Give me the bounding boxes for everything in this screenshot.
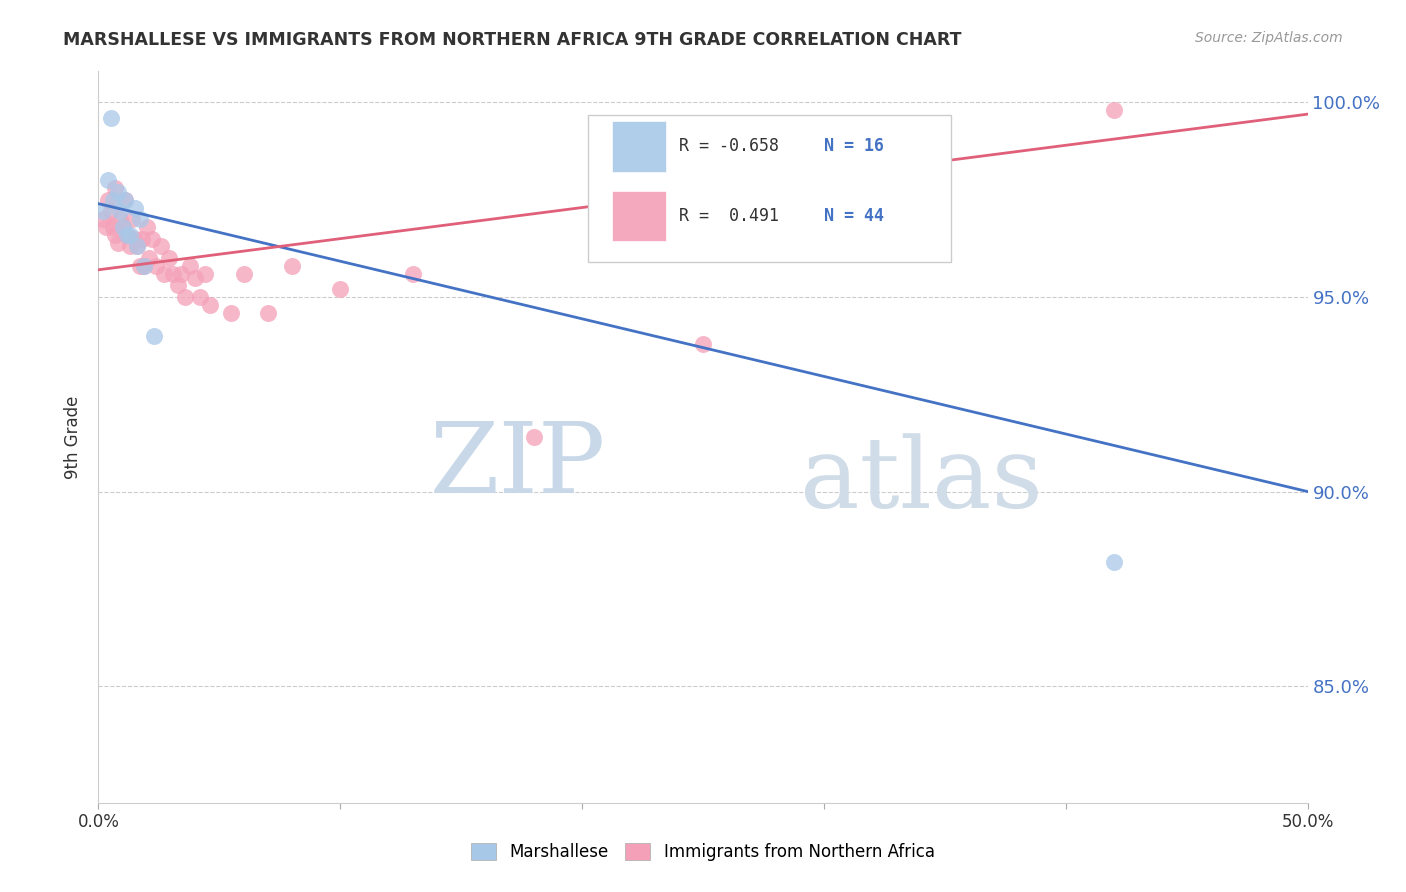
Point bbox=[117, 227, 139, 242]
Point bbox=[157, 251, 180, 265]
Point bbox=[281, 259, 304, 273]
Point bbox=[124, 232, 146, 246]
FancyBboxPatch shape bbox=[613, 121, 665, 171]
Y-axis label: 9th Grade: 9th Grade bbox=[65, 395, 83, 479]
Point bbox=[114, 193, 136, 207]
Point bbox=[128, 259, 150, 273]
Point bbox=[118, 239, 141, 253]
Point bbox=[232, 267, 254, 281]
Point bbox=[138, 251, 160, 265]
Point bbox=[121, 212, 143, 227]
Text: atlas: atlas bbox=[800, 434, 1042, 529]
Point bbox=[150, 239, 173, 253]
Point bbox=[174, 290, 197, 304]
Point bbox=[118, 227, 141, 242]
Point bbox=[1102, 555, 1125, 569]
Point bbox=[179, 259, 201, 273]
Point bbox=[97, 173, 120, 187]
Point bbox=[134, 259, 156, 273]
Point bbox=[128, 212, 150, 227]
Point bbox=[117, 227, 139, 242]
Point bbox=[94, 219, 117, 234]
Legend: Marshallese, Immigrants from Northern Africa: Marshallese, Immigrants from Northern Af… bbox=[464, 836, 942, 868]
Point bbox=[107, 235, 129, 250]
Point bbox=[198, 298, 221, 312]
Point bbox=[162, 267, 184, 281]
Point bbox=[91, 204, 114, 219]
Text: R = -0.658: R = -0.658 bbox=[679, 137, 779, 155]
Point bbox=[523, 430, 546, 444]
Point bbox=[135, 219, 157, 234]
Point bbox=[124, 201, 146, 215]
Point bbox=[141, 232, 163, 246]
Point bbox=[131, 232, 153, 246]
Text: ZIP: ZIP bbox=[430, 418, 606, 514]
Point bbox=[104, 181, 127, 195]
Point bbox=[145, 259, 167, 273]
Point bbox=[107, 185, 129, 199]
Point bbox=[104, 227, 127, 242]
FancyBboxPatch shape bbox=[613, 191, 665, 241]
Text: MARSHALLESE VS IMMIGRANTS FROM NORTHERN AFRICA 9TH GRADE CORRELATION CHART: MARSHALLESE VS IMMIGRANTS FROM NORTHERN … bbox=[63, 31, 962, 49]
Point bbox=[134, 259, 156, 273]
FancyBboxPatch shape bbox=[588, 115, 950, 261]
Point bbox=[1102, 103, 1125, 118]
Point bbox=[101, 193, 124, 207]
Point bbox=[143, 329, 166, 343]
Point bbox=[127, 239, 149, 253]
Point bbox=[108, 204, 131, 219]
Point bbox=[167, 278, 190, 293]
Point bbox=[114, 193, 136, 207]
Point bbox=[127, 239, 149, 253]
Point bbox=[692, 336, 714, 351]
Point bbox=[91, 212, 114, 227]
Text: Source: ZipAtlas.com: Source: ZipAtlas.com bbox=[1195, 31, 1343, 45]
Point bbox=[256, 305, 278, 319]
Point bbox=[100, 204, 122, 219]
Point bbox=[402, 267, 425, 281]
Text: R =  0.491: R = 0.491 bbox=[679, 207, 779, 225]
Point bbox=[169, 267, 191, 281]
Point bbox=[152, 267, 174, 281]
Point bbox=[97, 193, 120, 207]
Point bbox=[101, 219, 124, 234]
Point bbox=[184, 270, 207, 285]
Point bbox=[194, 267, 217, 281]
Text: N = 16: N = 16 bbox=[824, 137, 884, 155]
Point bbox=[100, 111, 122, 125]
Point bbox=[111, 219, 134, 234]
Point bbox=[221, 305, 243, 319]
Point bbox=[108, 212, 131, 227]
Point bbox=[111, 219, 134, 234]
Point bbox=[329, 282, 352, 296]
Point bbox=[188, 290, 211, 304]
Text: N = 44: N = 44 bbox=[824, 207, 884, 225]
